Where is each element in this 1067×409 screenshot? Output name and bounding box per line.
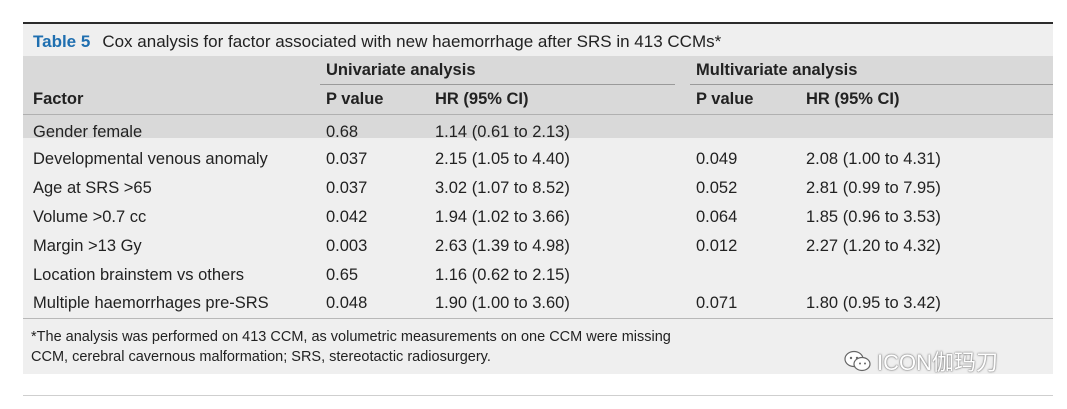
table-label: Table 5: [33, 32, 91, 51]
multivariate-hr-cell: 1.80 (0.95 to 3.42): [806, 294, 941, 312]
table-row: Margin >13 Gy 0.003 2.63 (1.39 to 4.98) 0.0…: [23, 232, 1053, 260]
factor-cell: Multiple haemorrhages pre-SRS: [33, 294, 269, 312]
multivariate-hr-header: HR (95% CI): [806, 90, 900, 108]
table-row: Developmental venous anomaly 0.037 2.15 (1…: [23, 145, 1053, 173]
univariate-p-cell: 0.042: [326, 208, 368, 226]
multivariate-p-cell: 0.071: [696, 294, 738, 312]
multivariate-hr-cell: 2.27 (1.20 to 4.32): [806, 237, 941, 255]
multivariate-p-cell: 0.049: [696, 150, 738, 168]
table-row: Volume >0.7 cc 0.042 1.94 (1.02 to 3.66) 0.…: [23, 203, 1053, 231]
univariate-p-cell: 0.003: [326, 237, 368, 255]
factor-cell: Gender female: [33, 123, 143, 141]
univariate-hr-cell: 1.94 (1.02 to 3.66): [435, 208, 570, 226]
table-footnotes: *The analysis was performed on 413 CCM, …: [31, 327, 671, 367]
factor-cell: Margin >13 Gy: [33, 237, 142, 255]
wechat-icon: [843, 349, 873, 379]
univariate-p-header: P value: [326, 90, 384, 108]
factor-cell: Developmental venous anomaly: [33, 150, 268, 168]
factor-column-header: Factor: [33, 90, 84, 108]
univariate-hr-cell: 1.16 (0.62 to 2.15): [435, 266, 570, 284]
table-caption: Table 5 Cox analysis for factor associate…: [33, 32, 721, 52]
footnote-line: *The analysis was performed on 413 CCM, …: [31, 329, 671, 345]
univariate-hr-cell: 3.02 (1.07 to 8.52): [435, 179, 570, 197]
multivariate-hr-cell: 2.08 (1.00 to 4.31): [806, 150, 941, 168]
univariate-p-cell: 0.037: [326, 150, 368, 168]
multivariate-group-header: Multivariate analysis: [696, 61, 858, 79]
univariate-p-cell: 0.037: [326, 179, 368, 197]
univariate-hr-header: HR (95% CI): [435, 90, 529, 108]
table-row: Age at SRS >65 0.037 3.02 (1.07 to 8.52) 0.…: [23, 174, 1053, 202]
multivariate-p-cell: 0.012: [696, 237, 738, 255]
header-divider: [23, 114, 1053, 115]
table-row: Location brainstem vs others 0.65 1.16 (0.…: [23, 261, 1053, 289]
watermark: ICON伽玛刀: [843, 345, 998, 379]
footnote-line: CCM, cerebral cavernous malformation; SR…: [31, 349, 491, 365]
univariate-underline: [320, 84, 675, 85]
multivariate-underline: [690, 84, 1053, 85]
multivariate-p-cell: 0.052: [696, 179, 738, 197]
univariate-p-cell: 0.048: [326, 294, 368, 312]
univariate-group-header: Univariate analysis: [326, 61, 476, 79]
table-5: Table 5 Cox analysis for factor associate…: [23, 24, 1053, 374]
univariate-p-cell: 0.68: [326, 123, 359, 141]
table-row: Multiple haemorrhages pre-SRS 0.048 1.90 (…: [23, 289, 1053, 317]
univariate-hr-cell: 1.90 (1.00 to 3.60): [435, 294, 570, 312]
table-title: Cox analysis for factor associated with …: [102, 32, 722, 51]
watermark-text: ICON伽玛刀: [877, 350, 999, 375]
univariate-hr-cell: 1.14 (0.61 to 2.13): [435, 123, 570, 141]
univariate-p-cell: 0.65: [326, 266, 359, 284]
footnote-divider: [23, 318, 1053, 319]
univariate-hr-cell: 2.63 (1.39 to 4.98): [435, 237, 570, 255]
multivariate-hr-cell: 1.85 (0.96 to 3.53): [806, 208, 941, 226]
factor-cell: Age at SRS >65: [33, 179, 152, 197]
bottom-rule: [23, 395, 1053, 396]
univariate-hr-cell: 2.15 (1.05 to 4.40): [435, 150, 570, 168]
factor-cell: Location brainstem vs others: [33, 266, 244, 284]
table-row: Gender female 0.68 1.14 (0.61 to 2.13): [23, 118, 1053, 146]
multivariate-p-cell: 0.064: [696, 208, 738, 226]
multivariate-p-header: P value: [696, 90, 754, 108]
factor-cell: Volume >0.7 cc: [33, 208, 147, 226]
top-rule: [23, 22, 1053, 24]
multivariate-hr-cell: 2.81 (0.99 to 7.95): [806, 179, 941, 197]
table-header: [23, 56, 1053, 138]
